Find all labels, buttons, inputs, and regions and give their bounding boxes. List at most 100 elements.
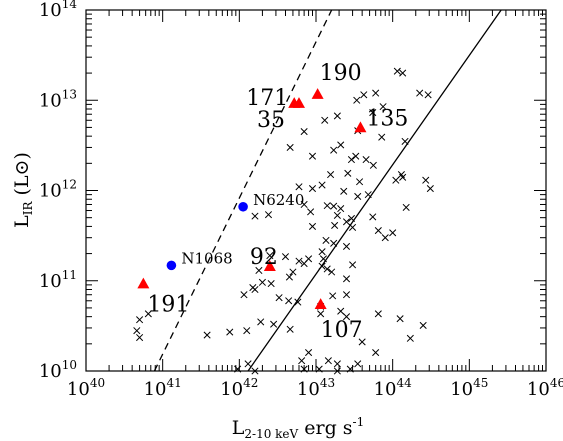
cross-stroke [354, 360, 362, 368]
cross-point [372, 89, 380, 97]
cross-point [337, 307, 345, 315]
triangle-point-label: 135 [366, 106, 408, 131]
cross-point [251, 212, 259, 220]
cross-point [300, 127, 308, 136]
cross-stroke [342, 242, 351, 250]
triangle-point-label: 107 [321, 318, 363, 343]
cross-stroke [337, 205, 345, 213]
cross-point [353, 96, 361, 104]
cross-stroke [307, 208, 315, 216]
cross-point [281, 253, 290, 261]
cross-stroke [378, 133, 386, 141]
cross-point [240, 291, 248, 299]
cross-stroke [331, 221, 339, 229]
cross-point [374, 226, 382, 235]
cross-stroke [392, 176, 400, 184]
y-axis-label: LIR (L⊙) [11, 152, 35, 228]
cross-point [136, 333, 144, 342]
cross-point [342, 291, 351, 299]
cross-stroke [399, 173, 407, 181]
cross-point [317, 310, 325, 318]
cross-point [286, 143, 294, 151]
cross-stroke [244, 360, 252, 368]
cross-stroke [300, 127, 308, 136]
cross-stroke [337, 307, 345, 315]
cross-point [369, 213, 377, 221]
cross-stroke [300, 200, 308, 209]
cross-stroke [318, 181, 326, 189]
cross-stroke [330, 202, 338, 210]
cross-point [342, 218, 351, 226]
cross-point [327, 171, 335, 179]
cross-point [295, 257, 303, 265]
cross-point [422, 176, 430, 184]
cross-point [275, 294, 283, 302]
cross-stroke [243, 327, 251, 335]
cross-point [323, 202, 331, 210]
cross-point [389, 229, 397, 237]
axis-ticks [85, 9, 547, 372]
cross-point [300, 200, 308, 209]
cross-point [337, 205, 345, 213]
cross-stroke [342, 313, 351, 321]
cross-stroke [340, 187, 348, 195]
cross-stroke [308, 185, 317, 193]
triangle-point [137, 277, 150, 289]
cross-stroke [347, 214, 356, 223]
cross-stroke [133, 327, 141, 335]
x-axis-label: L2-10 keV erg s-1 [232, 415, 364, 441]
cross-stroke [275, 294, 283, 302]
cross-stroke [286, 143, 294, 151]
circle-point [166, 260, 177, 271]
cross-point [144, 310, 152, 318]
cross-point [285, 297, 293, 305]
cross-stroke [424, 91, 432, 99]
cross-point [344, 169, 352, 177]
cross-point [360, 91, 368, 99]
triangle-point-label: 92 [250, 245, 278, 270]
triangle-point [292, 97, 305, 108]
cross-point [356, 178, 364, 186]
cross-point [378, 133, 386, 141]
triangle-point-label: 191 [147, 293, 189, 318]
cross-stroke [374, 226, 382, 235]
cross-point [337, 141, 345, 149]
triangle-point [311, 88, 324, 99]
cross-point [244, 360, 252, 368]
cross-point [285, 273, 293, 281]
cross-stroke [267, 280, 275, 288]
cross-stroke [226, 328, 234, 336]
cross-stroke [406, 334, 414, 342]
cross-point [426, 185, 434, 193]
cross-stroke [352, 152, 360, 160]
cross-stroke [258, 278, 266, 286]
cross-point [257, 318, 265, 326]
cross-point [308, 152, 317, 160]
solid-relation-line [247, 10, 502, 371]
cross-stroke [251, 285, 259, 294]
cross-point [308, 185, 317, 193]
cross-stroke [136, 316, 144, 324]
cross-stroke [330, 239, 338, 247]
cross-point [318, 248, 326, 256]
cross-stroke [323, 202, 331, 210]
cross-point [328, 268, 336, 276]
cross-stroke [255, 266, 263, 275]
cross-stroke [308, 222, 317, 230]
cross-stroke [281, 253, 290, 261]
cross-stroke [374, 310, 382, 318]
cross-point [352, 152, 360, 160]
y-tick-label: 1010 [39, 358, 77, 382]
cross-point [340, 187, 348, 195]
cross-point [354, 192, 362, 200]
cross-point [318, 181, 326, 189]
cross-stroke [379, 103, 387, 111]
cross-stroke [285, 297, 293, 305]
cross-stroke [396, 315, 404, 323]
cross-stroke [322, 236, 330, 244]
cross-point [342, 313, 351, 321]
circle-point [238, 201, 248, 212]
cross-point [308, 222, 317, 230]
cross-point [392, 176, 400, 184]
cross-point [374, 310, 382, 318]
